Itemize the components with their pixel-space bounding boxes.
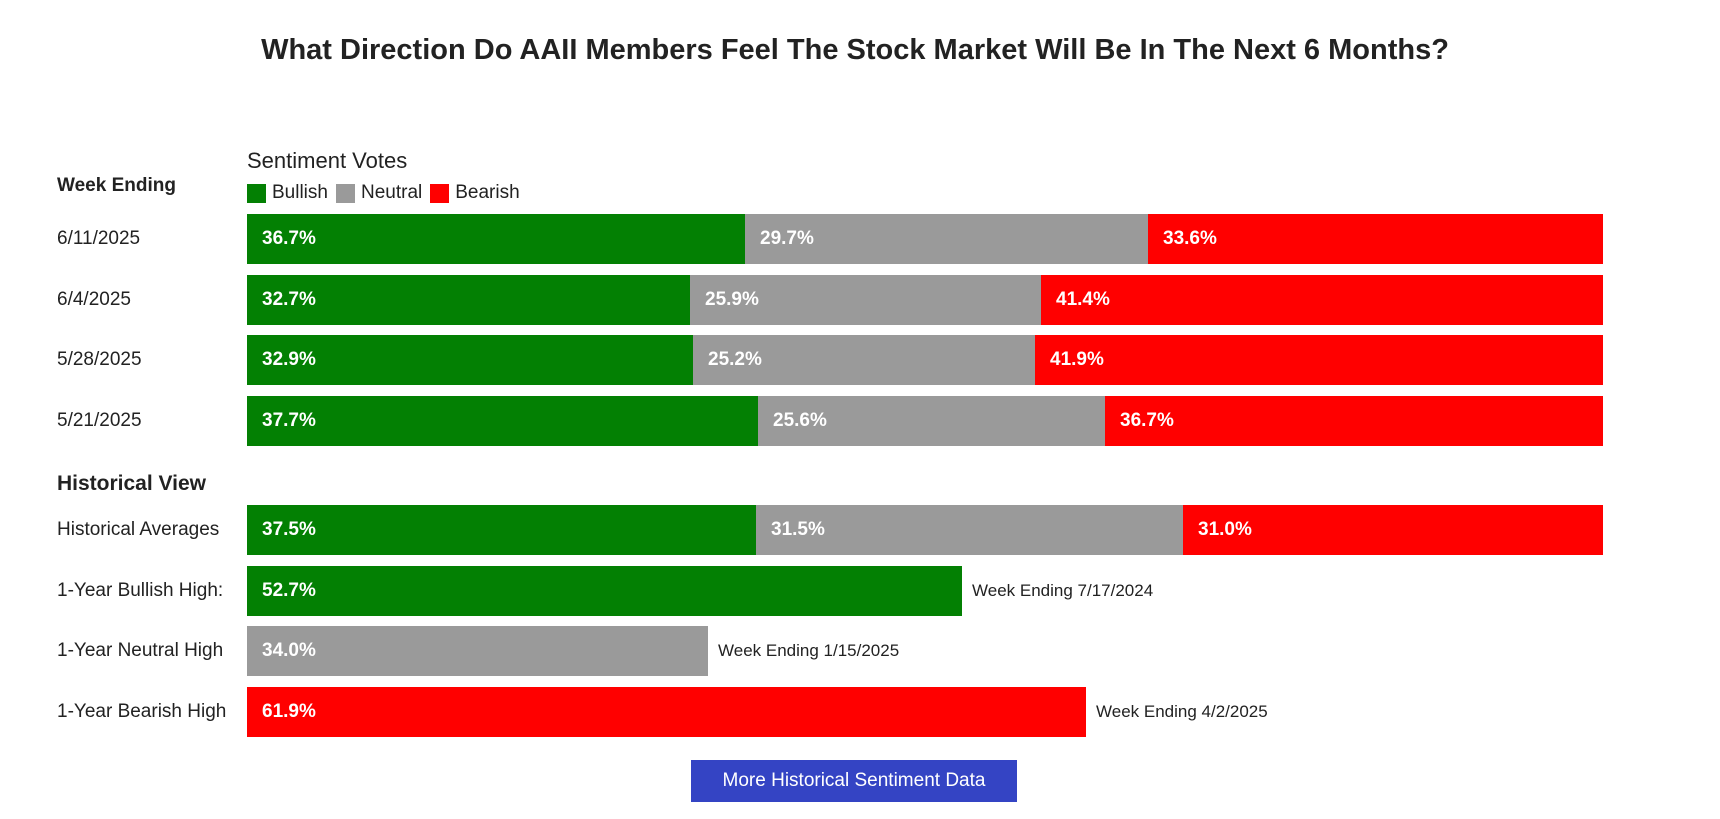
week-3-stacked-bar: 32.9% 25.2% 41.9% (247, 335, 1603, 385)
high-bar-row-bullish: 52.7% (247, 566, 962, 616)
week-1-stacked-bar: 36.7% 29.7% 33.6% (247, 214, 1603, 264)
week-4-bar-bullish: 37.7% (247, 396, 758, 446)
legend-label-bearish: Bearish (455, 182, 520, 203)
week-4-bar-neutral: 25.6% (758, 396, 1105, 446)
week-label: 6/11/2025 (57, 228, 141, 249)
week-3-bar-bearish: 41.9% (1035, 335, 1603, 385)
high-bar-row-bearish: 61.9% (247, 687, 1086, 737)
high-label-bullish: 1-Year Bullish High: (57, 580, 224, 601)
week-2-stacked-bar: 32.7% 25.9% 41.4% (247, 275, 1603, 325)
more-historical-data-button[interactable]: More Historical Sentiment Data (691, 760, 1017, 802)
chart-title: What Direction Do AAII Members Feel The … (261, 34, 1449, 66)
legend-item-neutral: Neutral (335, 182, 423, 204)
week-2-bar-bearish: 41.4% (1041, 275, 1603, 325)
high-week-note-neutral: Week Ending 1/15/2025 (718, 641, 900, 660)
historical-average-bar-neutral: 31.5% (756, 505, 1183, 555)
legend-swatch-bearish (430, 183, 450, 203)
week-ending-header: Week Ending (57, 175, 176, 196)
week-3-bar-bullish: 32.9% (247, 335, 693, 385)
chart-subtitle: Sentiment Votes (247, 148, 408, 173)
high-label-neutral: 1-Year Neutral High (57, 640, 224, 661)
legend-swatch-neutral (335, 183, 355, 203)
week-1-bar-bullish: 36.7% (247, 214, 745, 264)
high-week-note-bullish: Week Ending 7/17/2024 (972, 581, 1154, 600)
legend: Bullish Neutral Bearish (247, 182, 528, 204)
legend-item-bullish: Bullish (247, 182, 328, 204)
legend-swatch-bullish (247, 183, 266, 203)
high-week-note-bearish: Week Ending 4/2/2025 (1096, 702, 1268, 721)
week-label: 5/21/2025 (57, 410, 142, 431)
high-bar-neutral: 34.0% (247, 626, 708, 676)
legend-label-bullish: Bullish (272, 182, 328, 203)
week-2-bar-neutral: 25.9% (690, 275, 1041, 325)
week-1-bar-neutral: 29.7% (745, 214, 1148, 264)
historical-average-stacked-bar: 37.5% 31.5% 31.0% (247, 505, 1603, 555)
week-4-stacked-bar: 37.7% 25.6% 36.7% (247, 396, 1603, 446)
high-bar-bearish: 61.9% (247, 687, 1086, 737)
historical-averages-label: Historical Averages (57, 519, 220, 540)
week-1-bar-bearish: 33.6% (1148, 214, 1603, 264)
legend-label-neutral: Neutral (360, 182, 423, 203)
high-bar-row-neutral: 34.0% (247, 626, 708, 676)
high-label-bearish: 1-Year Bearish High (57, 701, 227, 722)
week-3-bar-neutral: 25.2% (693, 335, 1035, 385)
legend-item-bearish: Bearish (430, 182, 520, 204)
high-bar-bullish: 52.7% (247, 566, 962, 616)
week-4-bar-bearish: 36.7% (1105, 396, 1603, 446)
week-label: 6/4/2025 (57, 289, 131, 310)
week-label: 5/28/2025 (57, 349, 142, 370)
historical-view-header: Historical View (57, 472, 207, 495)
week-2-bar-bullish: 32.7% (247, 275, 690, 325)
historical-average-bar-bearish: 31.0% (1183, 505, 1603, 555)
historical-average-bar-bullish: 37.5% (247, 505, 756, 555)
